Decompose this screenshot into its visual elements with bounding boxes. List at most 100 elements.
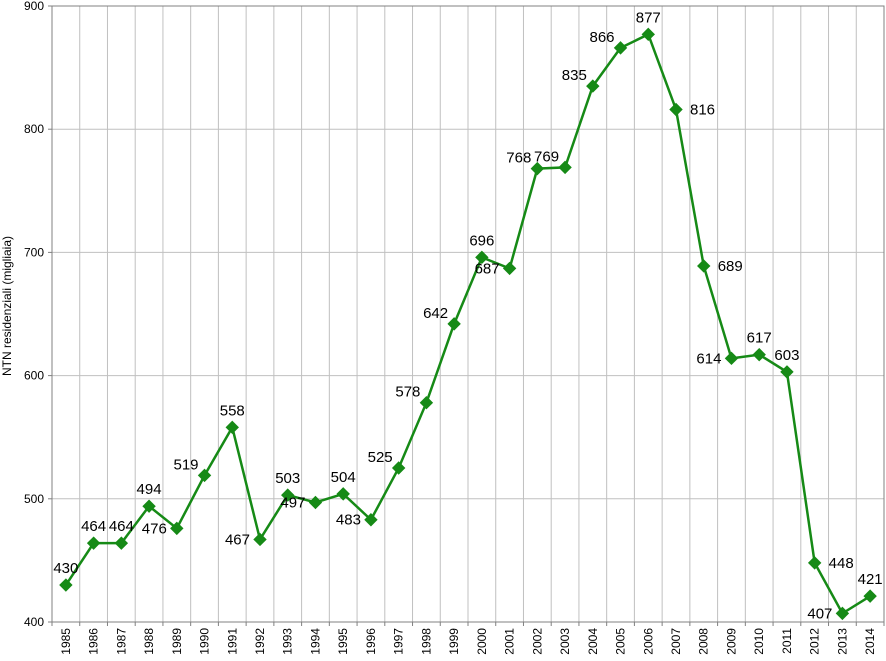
- x-tick-label: 2007: [669, 628, 683, 655]
- y-tick-label: 800: [24, 122, 44, 136]
- data-label: 464: [109, 518, 134, 535]
- x-tick-label: 2012: [808, 628, 822, 655]
- data-point: [613, 41, 628, 55]
- data-label: 877: [636, 9, 661, 26]
- data-point: [308, 495, 323, 510]
- data-point: [780, 365, 794, 379]
- data-label: 494: [137, 481, 162, 498]
- data-label: 525: [368, 449, 393, 466]
- data-point: [142, 499, 156, 513]
- data-label: 407: [807, 605, 832, 622]
- data-label: 519: [174, 456, 199, 473]
- x-tick-label: 1999: [447, 628, 461, 655]
- data-point: [669, 102, 683, 117]
- y-tick-label: 400: [24, 615, 44, 629]
- data-label: 578: [395, 384, 420, 401]
- data-point: [364, 513, 378, 527]
- data-point: [863, 589, 877, 603]
- data-point: [281, 488, 295, 502]
- x-tick-label: 1992: [253, 628, 267, 655]
- y-tick-label: 900: [24, 0, 44, 13]
- data-label: 430: [53, 560, 78, 577]
- x-tick-label: 2013: [835, 628, 849, 655]
- series-markers: [59, 27, 877, 621]
- data-point: [586, 79, 600, 93]
- x-tick-label: 2009: [724, 628, 738, 655]
- data-point: [724, 351, 739, 366]
- data-point: [807, 556, 822, 570]
- x-tick-label: 1985: [59, 628, 73, 655]
- data-label: 769: [534, 148, 559, 165]
- data-label: 504: [331, 469, 356, 486]
- y-axis-title: NTN residenziali (migliaia): [0, 236, 14, 376]
- x-tick-label: 1994: [308, 628, 322, 655]
- data-point: [197, 468, 212, 483]
- data-label: 503: [275, 470, 300, 487]
- data-point: [447, 317, 461, 331]
- data-label: 558: [220, 402, 245, 419]
- x-tick-label: 1988: [142, 628, 156, 655]
- x-tick-label: 2000: [475, 628, 489, 655]
- x-tick-label: 2001: [503, 628, 517, 655]
- data-point: [502, 261, 517, 276]
- x-tick-label: 1989: [170, 628, 184, 655]
- data-point: [419, 395, 434, 410]
- data-point: [170, 521, 184, 536]
- x-tick-label: 2002: [530, 628, 544, 655]
- data-label: 642: [423, 305, 448, 322]
- data-point: [253, 532, 267, 547]
- data-label: 696: [469, 232, 494, 249]
- data-point: [835, 606, 850, 621]
- data-label: 816: [690, 101, 715, 118]
- x-tick-label: 1993: [281, 628, 295, 655]
- x-tick-label: 2008: [697, 628, 711, 655]
- data-point: [697, 259, 711, 273]
- x-tick-label: 2003: [558, 628, 572, 655]
- x-tick-label: 1997: [392, 628, 406, 655]
- data-point: [475, 250, 489, 265]
- y-tick-label: 600: [24, 369, 44, 383]
- data-point: [59, 578, 73, 592]
- y-tick-label: 500: [24, 492, 44, 506]
- data-label: 497: [280, 494, 305, 511]
- x-tick-label: 2011: [780, 628, 794, 654]
- x-tick-label: 1990: [198, 628, 212, 655]
- data-label: 483: [336, 512, 361, 529]
- x-tick-label: 1998: [419, 628, 433, 655]
- data-label: 464: [81, 518, 106, 535]
- x-tick-label: 2014: [863, 628, 877, 655]
- x-axis: 1985 1986 1987 1988 1989 1990 1991 1992 1993 1994…: [51, 622, 885, 655]
- x-tick-label: 2006: [641, 628, 655, 655]
- x-tick-label: 1991: [225, 628, 239, 655]
- data-label: 687: [475, 260, 500, 277]
- data-label: 467: [225, 531, 250, 548]
- data-label: 835: [562, 67, 587, 84]
- data-point: [558, 160, 572, 175]
- data-point: [530, 161, 545, 176]
- y-axis: 400 500 600 700 800 900: [24, 0, 52, 629]
- x-tick-label: 2005: [614, 628, 628, 655]
- data-point: [225, 420, 239, 435]
- data-label: 603: [774, 347, 799, 364]
- data-point: [114, 536, 129, 550]
- data-label: 448: [829, 555, 854, 572]
- x-tick-label: 1986: [87, 628, 101, 655]
- data-label: 866: [590, 29, 615, 46]
- x-tick-label: 2010: [752, 628, 766, 655]
- x-tick-label: 1996: [364, 628, 378, 655]
- x-tick-label: 2004: [586, 628, 600, 655]
- data-point: [752, 347, 766, 362]
- data-point: [86, 536, 101, 550]
- data-label: 421: [858, 571, 883, 588]
- data-point: [641, 27, 655, 42]
- data-point: [336, 487, 350, 501]
- data-label: 689: [718, 258, 743, 275]
- data-labels: 430 464 464 494 476 519 558 467 503 497 504 483 525 5…: [53, 9, 882, 622]
- x-tick-label: 1987: [114, 628, 128, 655]
- data-label: 768: [506, 150, 531, 167]
- x-tick-label: 1995: [336, 628, 350, 655]
- data-point: [391, 461, 406, 475]
- data-label: 617: [747, 330, 772, 347]
- data-label: 476: [142, 520, 167, 537]
